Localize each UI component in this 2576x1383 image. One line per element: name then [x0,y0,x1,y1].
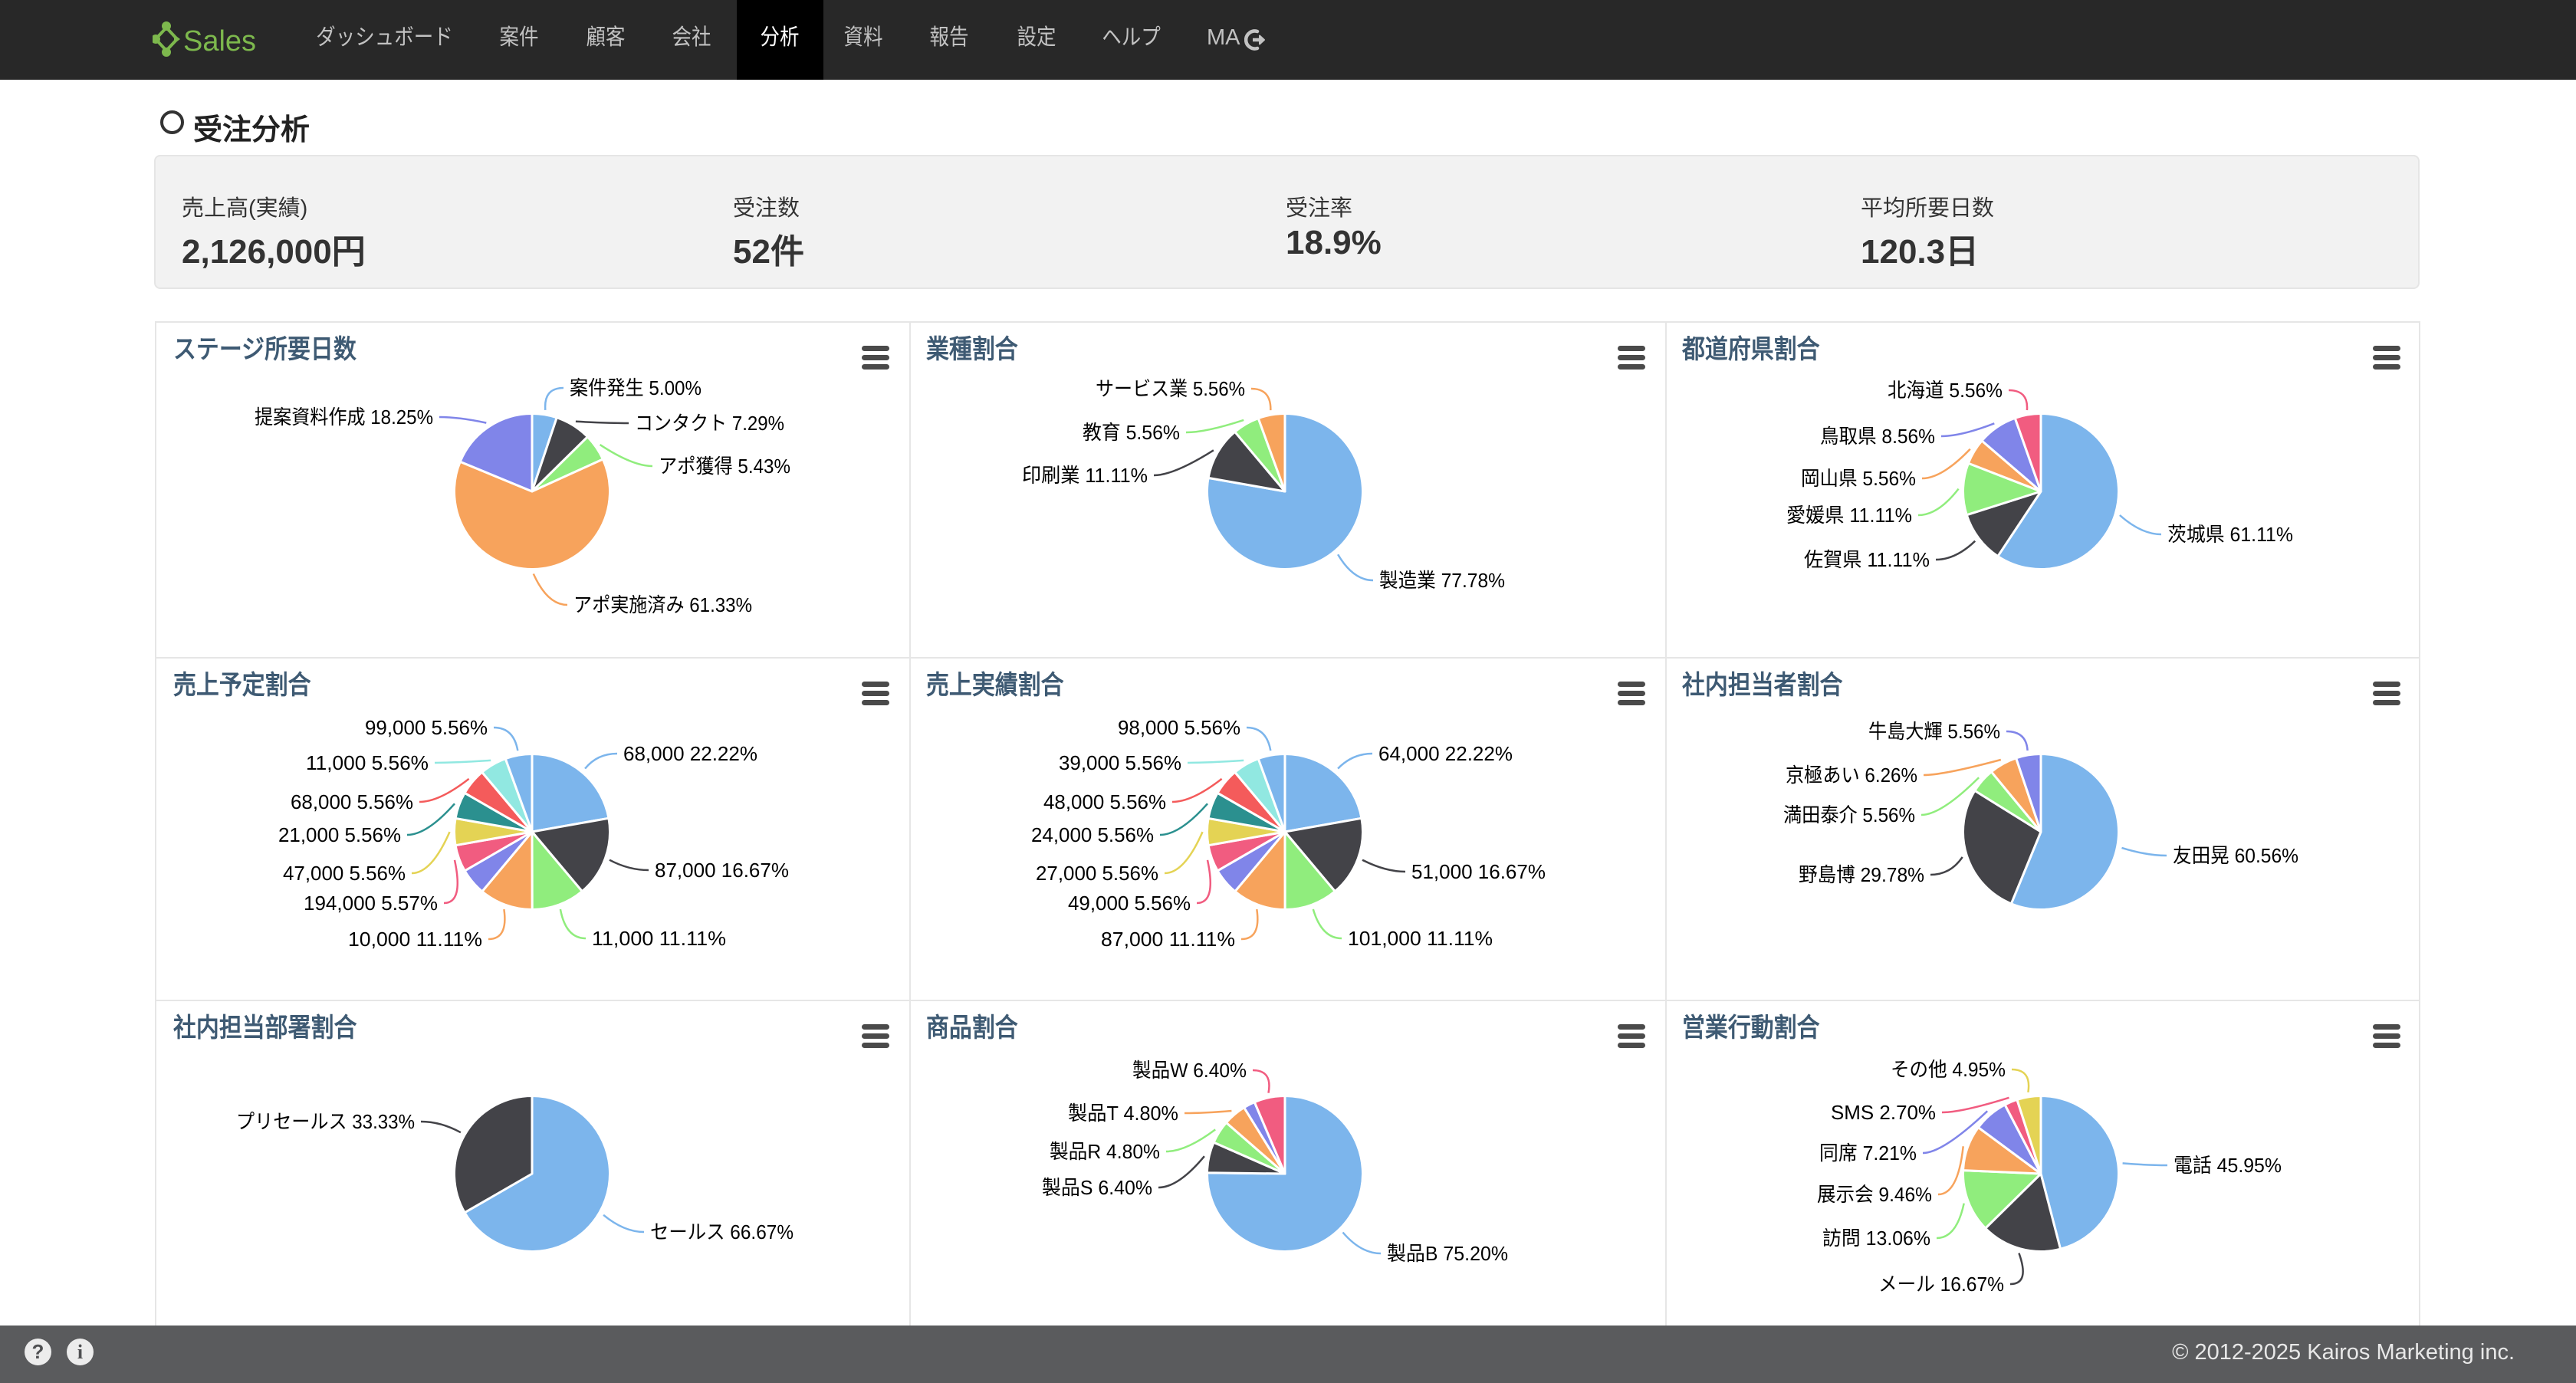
svg-text:佐賀県 11.11%: 佐賀県 11.11% [1804,548,1930,571]
svg-text:京極あい 6.26%: 京極あい 6.26% [1786,764,1917,787]
svg-text:10,000 11.11%: 10,000 11.11% [348,928,482,951]
svg-text:満田泰介 5.56%: 満田泰介 5.56% [1783,803,1915,826]
svg-text:99,000 5.56%: 99,000 5.56% [365,716,488,739]
svg-text:同席 7.21%: 同席 7.21% [1819,1142,1917,1165]
svg-text:茨城県 61.11%: 茨城県 61.11% [2167,523,2293,546]
svg-text:87,000 16.67%: 87,000 16.67% [655,859,789,882]
svg-text:64,000 22.22%: 64,000 22.22% [1378,742,1513,765]
svg-text:101,000 11.11%: 101,000 11.11% [1348,927,1493,950]
svg-text:48,000 5.56%: 48,000 5.56% [1043,790,1166,813]
svg-text:68,000 5.56%: 68,000 5.56% [291,790,413,813]
svg-text:49,000 5.56%: 49,000 5.56% [1068,892,1191,915]
svg-text:24,000 5.56%: 24,000 5.56% [1031,823,1154,846]
svg-text:野島博 29.78%: 野島博 29.78% [1799,863,1924,886]
svg-text:サービス業 5.56%: サービス業 5.56% [1096,377,1245,400]
svg-text:68,000 22.22%: 68,000 22.22% [623,742,757,765]
svg-text:11,000 5.56%: 11,000 5.56% [306,751,429,774]
svg-text:アポ実施済み 61.33%: アポ実施済み 61.33% [573,593,752,616]
svg-text:牛島大輝 5.56%: 牛島大輝 5.56% [1868,720,2000,743]
svg-text:製品B 75.20%: 製品B 75.20% [1387,1242,1508,1265]
svg-text:11,000 11.11%: 11,000 11.11% [592,927,726,950]
svg-text:47,000 5.56%: 47,000 5.56% [283,862,406,885]
svg-text:その他 4.95%: その他 4.95% [1891,1058,2006,1081]
svg-text:愛媛県 11.11%: 愛媛県 11.11% [1786,504,1912,527]
svg-text:印刷業 11.11%: 印刷業 11.11% [1022,464,1148,487]
svg-text:21,000 5.56%: 21,000 5.56% [278,823,401,846]
svg-text:電話 45.95%: 電話 45.95% [2174,1154,2282,1177]
svg-text:87,000 11.11%: 87,000 11.11% [1101,928,1235,951]
svg-text:製造業 77.78%: 製造業 77.78% [1379,569,1505,592]
svg-text:セールス 66.67%: セールス 66.67% [650,1220,794,1243]
svg-text:製品T 4.80%: 製品T 4.80% [1068,1102,1178,1125]
svg-text:39,000 5.56%: 39,000 5.56% [1059,751,1181,774]
svg-text:SMS 2.70%: SMS 2.70% [1831,1101,1936,1124]
svg-text:展示会 9.46%: 展示会 9.46% [1817,1183,1932,1206]
svg-text:27,000 5.56%: 27,000 5.56% [1036,862,1158,885]
svg-text:岡山県 5.56%: 岡山県 5.56% [1801,467,1916,490]
svg-text:194,000 5.57%: 194,000 5.57% [304,892,438,915]
svg-text:製品R 4.80%: 製品R 4.80% [1050,1140,1160,1163]
svg-text:教育 5.56%: 教育 5.56% [1083,421,1180,444]
svg-text:51,000 16.67%: 51,000 16.67% [1411,860,1546,883]
svg-text:製品S 6.40%: 製品S 6.40% [1042,1176,1152,1199]
svg-text:提案資料作成 18.25%: 提案資料作成 18.25% [255,406,433,429]
svg-text:北海道 5.56%: 北海道 5.56% [1888,379,2003,402]
svg-text:Sales: Sales [183,25,256,57]
svg-text:製品W 6.40%: 製品W 6.40% [1132,1059,1247,1082]
svg-text:友田晃 60.56%: 友田晃 60.56% [2173,844,2298,867]
svg-text:98,000 5.56%: 98,000 5.56% [1118,716,1240,739]
svg-text:鳥取県 8.56%: 鳥取県 8.56% [1820,425,1935,448]
svg-text:訪問 13.06%: 訪問 13.06% [1822,1227,1930,1250]
svg-text:コンタクト 7.29%: コンタクト 7.29% [635,412,784,435]
svg-text:案件発生 5.00%: 案件発生 5.00% [570,376,702,399]
svg-text:プリセールス 33.33%: プリセールス 33.33% [236,1110,415,1133]
svg-text:メール 16.67%: メール 16.67% [1878,1273,2004,1296]
svg-text:アポ獲得 5.43%: アポ獲得 5.43% [659,455,790,478]
